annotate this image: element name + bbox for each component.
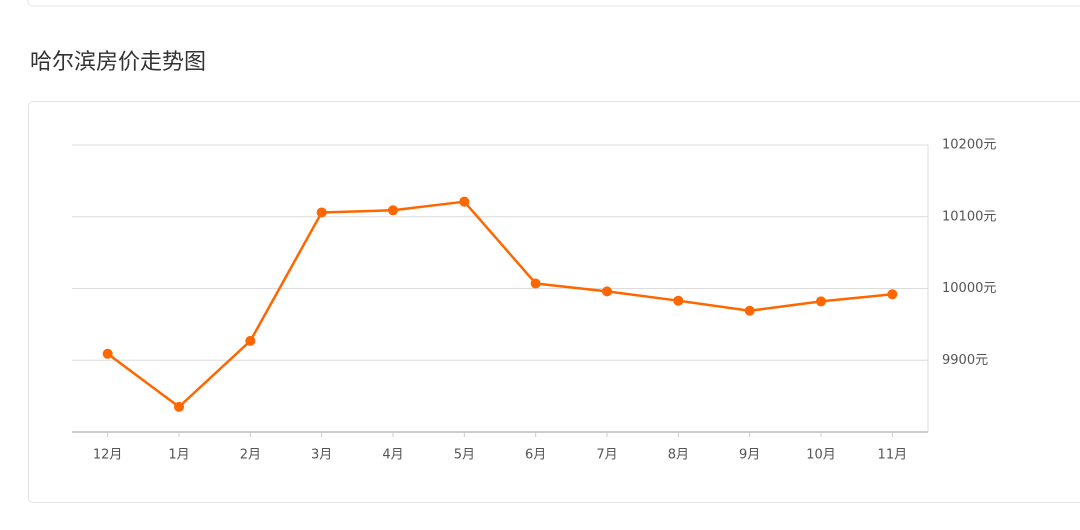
point [388, 205, 398, 216]
point [887, 289, 898, 300]
y-tick-label: 9900元 [942, 353, 988, 368]
x-tick-label: 1月 [168, 448, 189, 463]
top-card [27, 0, 1080, 7]
point [245, 335, 256, 346]
x-tick-label: 3月 [311, 448, 332, 463]
point [816, 296, 826, 307]
y-tick-label: 10200元 [942, 138, 996, 153]
point [459, 196, 470, 207]
x-tick-label: 10月 [806, 448, 836, 463]
y-tick-label: 10000元 [942, 281, 996, 296]
point [102, 348, 113, 359]
point [744, 305, 755, 316]
x-tick-label: 9月 [739, 448, 760, 463]
x-tick-label: 7月 [596, 448, 617, 463]
x-tick-label: 4月 [382, 448, 403, 463]
y-tick-label: 10100元 [942, 209, 996, 224]
x-tick-label: 6月 [525, 448, 546, 463]
line [106, 200, 893, 409]
chart-title: 哈尔滨房价走势图 [30, 50, 206, 75]
x-tick-label: 2月 [240, 448, 261, 463]
point [530, 278, 541, 289]
point [673, 295, 684, 306]
x-tick-label: 12月 [93, 448, 123, 463]
x-tick-label: 11月 [878, 448, 908, 463]
x-tick-label: 8月 [668, 448, 689, 463]
point [602, 286, 612, 297]
x-tick-label: 5月 [454, 448, 475, 463]
point [316, 207, 327, 218]
point [174, 401, 184, 412]
chart-card [28, 101, 1080, 503]
